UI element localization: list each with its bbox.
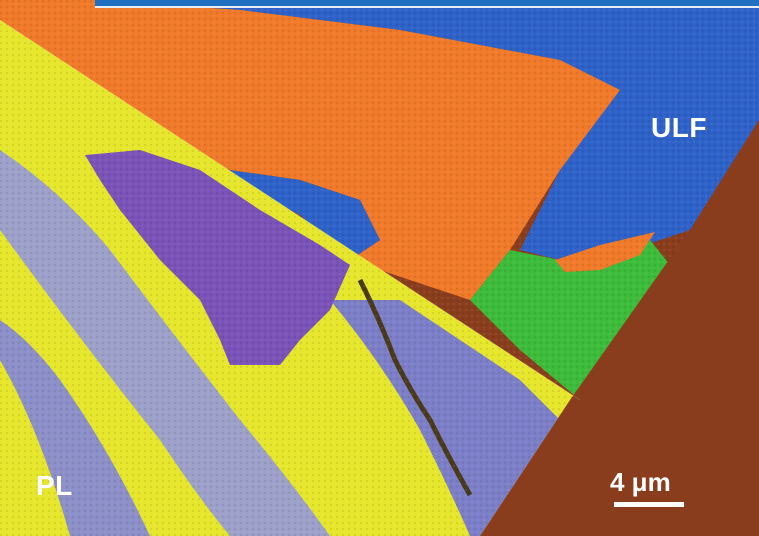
pl-label: PL [36, 470, 73, 501]
scale-bar [614, 502, 684, 507]
top-bar-highlight [95, 6, 759, 8]
ulf-label: ULF [651, 112, 707, 143]
scale-bar-label: 4 μm [610, 467, 671, 497]
split-diagonal [0, 19, 581, 401]
top-blue-bar [95, 0, 759, 6]
